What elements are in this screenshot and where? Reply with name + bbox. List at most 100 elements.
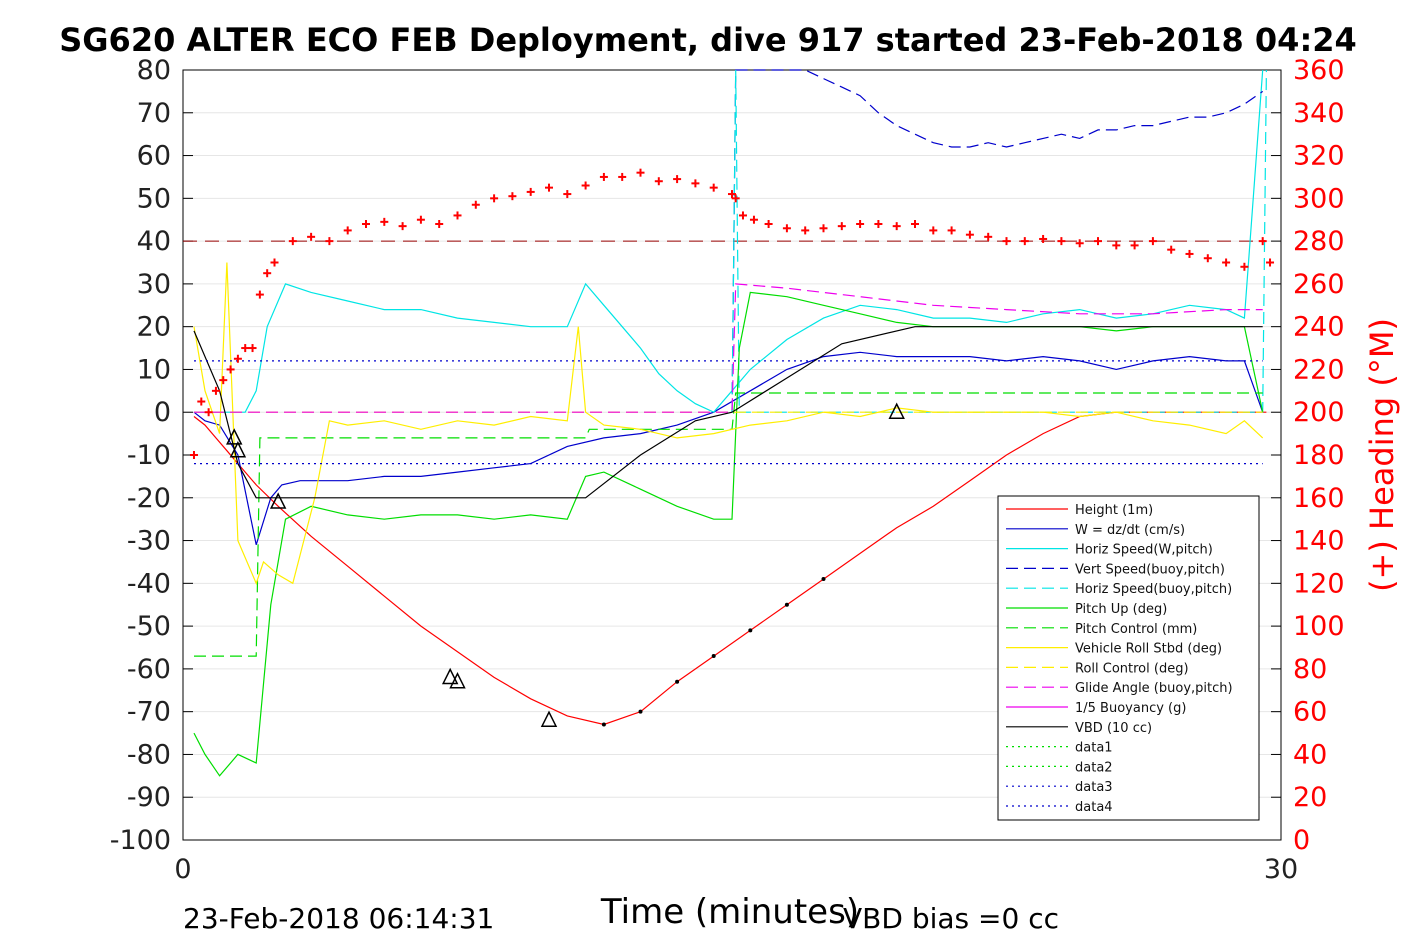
heading-marker [288, 237, 297, 246]
heading-marker [325, 237, 334, 246]
event-marker [226, 428, 243, 445]
heading-marker [636, 168, 645, 177]
right-axis: 3603403203002802602402202001801601401201… [1271, 55, 1345, 856]
left-tick-label: 40 [137, 226, 171, 257]
legend-label: data4 [1075, 800, 1113, 815]
heading-marker [189, 451, 198, 459]
x-tick-label: 0 [174, 854, 191, 885]
legend-label: Vert Speed(buoy,pitch) [1075, 562, 1225, 577]
event-marker [449, 672, 466, 689]
legend-label: Glide Angle (buoy,pitch) [1075, 681, 1233, 696]
right-tick-label: 180 [1293, 440, 1345, 471]
right-axis-label: (+) Heading (°M) [1363, 318, 1401, 592]
legend-label: 1/5 Buoyancy (g) [1075, 701, 1186, 716]
heading-marker [581, 181, 590, 190]
heading-marker [856, 220, 865, 228]
heading-marker [738, 211, 747, 220]
heading-marker [673, 175, 682, 184]
left-tick-label: 30 [137, 269, 171, 300]
left-tick-label: 80 [137, 55, 171, 86]
heading-marker [1130, 241, 1139, 250]
heading-marker [263, 269, 272, 278]
legend-label: data2 [1075, 760, 1113, 775]
right-tick-label: 20 [1293, 782, 1327, 813]
height-sample-dot [784, 602, 789, 607]
heading-marker [270, 258, 279, 267]
heading-marker [204, 408, 213, 417]
heading-marker [453, 211, 462, 220]
height-sample-dot [821, 577, 826, 582]
right-tick-label: 80 [1293, 654, 1327, 685]
heading-marker [416, 215, 425, 224]
legend-box [997, 495, 1260, 821]
height-sample-dot [711, 654, 716, 659]
heading-marker [398, 222, 407, 231]
right-tick-label: 160 [1293, 483, 1345, 514]
right-tick-label: 260 [1293, 269, 1345, 300]
heading-marker [307, 232, 316, 241]
right-tick-label: 60 [1293, 697, 1327, 728]
legend-label: Vehicle Roll Stbd (deg) [1075, 642, 1222, 657]
chart-title: SG620 ALTER ECO FEB Deployment, dive 917… [59, 21, 1357, 59]
legend-label: VBD (10 cc) [1075, 721, 1152, 736]
heading-marker [526, 187, 535, 196]
right-tick-label: 340 [1293, 98, 1345, 129]
heading-marker [211, 386, 220, 395]
series-line-vert-speed-buoy-pitch [731, 69, 1264, 413]
marker-layer [189, 168, 1275, 727]
right-tick-label: 0 [1293, 825, 1310, 856]
heading-marker [1222, 258, 1231, 267]
right-tick-label: 220 [1293, 354, 1345, 385]
heading-marker [654, 177, 663, 186]
right-tick-label: 120 [1293, 568, 1345, 599]
left-tick-label: -10 [127, 440, 171, 471]
heading-marker [801, 226, 810, 235]
right-tick-label: 40 [1293, 739, 1327, 770]
series-line-vbd-10-cc [193, 326, 1263, 499]
heading-marker [219, 376, 228, 385]
event-marker [540, 710, 558, 727]
heading-marker [837, 222, 846, 231]
heading-marker [1266, 258, 1275, 267]
left-tick-label: -40 [127, 568, 171, 599]
left-tick-label: -80 [127, 739, 171, 770]
heading-marker [248, 344, 257, 353]
heading-marker [731, 194, 740, 203]
heading-marker [984, 232, 993, 241]
heading-marker [874, 220, 883, 228]
right-tick-label: 240 [1293, 312, 1345, 343]
legend: Height (1m) W = dz/dt (cm/s) Horiz Speed(W… [997, 495, 1260, 821]
legend-label: W = dz/dt (cm/s) [1075, 523, 1185, 538]
right-tick-label: 300 [1293, 183, 1345, 214]
heading-marker [691, 179, 700, 188]
x-tick-label: 30 [1264, 854, 1298, 885]
heading-marker [749, 215, 758, 224]
heading-marker [911, 220, 919, 228]
left-tick-label: 0 [154, 397, 171, 428]
heading-marker [1258, 237, 1267, 246]
left-tick-label: -50 [127, 611, 171, 642]
heading-marker [490, 194, 499, 203]
right-tick-label: 200 [1293, 397, 1345, 428]
left-tick-label: 60 [137, 141, 171, 172]
left-tick-label: 50 [137, 183, 171, 214]
left-tick-label: -20 [127, 483, 171, 514]
right-tick-label: 320 [1293, 141, 1345, 172]
heading-marker [764, 220, 773, 228]
left-tick-label: 20 [137, 312, 171, 343]
heading-marker [1020, 237, 1029, 246]
heading-marker [362, 220, 370, 228]
legend-label: Height (1m) [1075, 503, 1153, 518]
event-marker [269, 492, 287, 509]
heading-marker [1167, 245, 1176, 254]
series-line-glide-angle-buoy-pitch [194, 283, 1263, 413]
heading-marker [1148, 237, 1157, 246]
event-marker [441, 667, 459, 685]
left-tick-label: -90 [127, 782, 171, 813]
heading-marker [1075, 239, 1084, 248]
height-sample-dot [638, 709, 643, 714]
heading-marker [343, 226, 352, 235]
height-sample-dot [601, 722, 606, 727]
legend-label: Horiz Speed(W,pitch) [1075, 543, 1213, 558]
heading-marker [563, 190, 572, 199]
